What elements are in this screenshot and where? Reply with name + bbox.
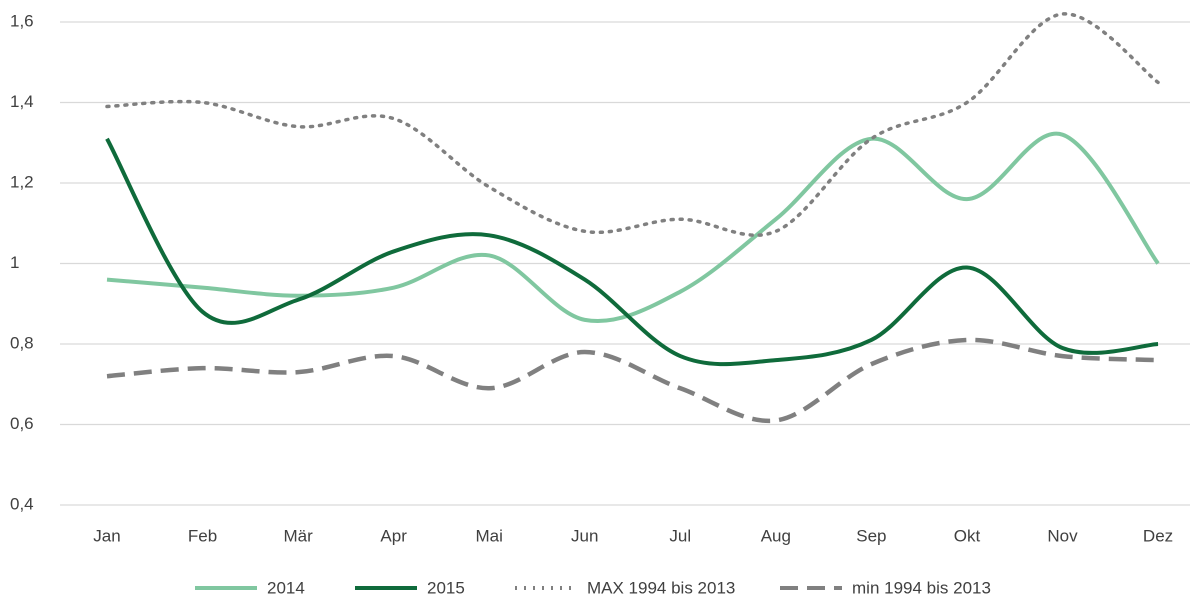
y-tick-label: 0,8 bbox=[10, 333, 34, 352]
y-tick-label: 1,2 bbox=[10, 172, 34, 191]
x-tick-label: Apr bbox=[380, 526, 407, 545]
legend-label: MAX 1994 bis 2013 bbox=[587, 578, 735, 597]
y-tick-label: 1 bbox=[10, 253, 19, 272]
x-tick-label: Jan bbox=[93, 526, 120, 545]
x-tick-label: Nov bbox=[1047, 526, 1078, 545]
x-tick-label: Mai bbox=[475, 526, 502, 545]
x-tick-label: Dez bbox=[1143, 526, 1173, 545]
line-series bbox=[106, 131, 1160, 323]
x-tick-label: Jun bbox=[571, 526, 598, 545]
x-tick-label: Mär bbox=[283, 526, 313, 545]
legend-label: min 1994 bis 2013 bbox=[852, 578, 991, 597]
legend-label: 2014 bbox=[267, 578, 305, 597]
line-series bbox=[105, 137, 1159, 367]
x-tick-label: Jul bbox=[669, 526, 691, 545]
line-series bbox=[106, 337, 1159, 424]
x-tick-label: Okt bbox=[954, 526, 981, 545]
y-tick-label: 0,4 bbox=[10, 494, 34, 513]
x-tick-label: Sep bbox=[856, 526, 886, 545]
legend-label: 2015 bbox=[427, 578, 465, 597]
y-tick-label: 0,6 bbox=[10, 414, 34, 433]
line-series bbox=[105, 12, 1160, 237]
x-tick-label: Feb bbox=[188, 526, 217, 545]
y-tick-label: 1,4 bbox=[10, 92, 34, 111]
x-tick-label: Aug bbox=[761, 526, 791, 545]
y-tick-label: 1,6 bbox=[10, 11, 34, 30]
